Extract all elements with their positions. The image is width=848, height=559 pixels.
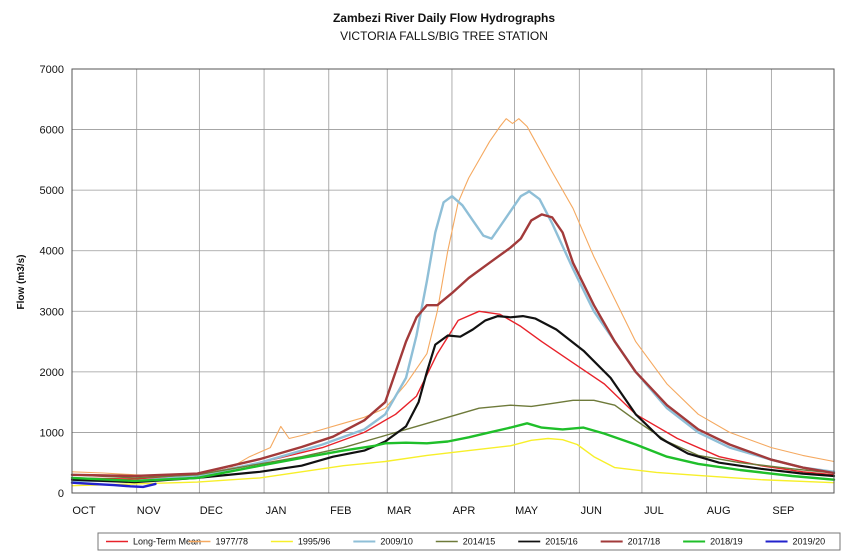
series-line-long-term-mean [71, 310, 835, 480]
y-tick-label: 1000 [40, 427, 64, 439]
series-line-2014-15 [71, 399, 835, 479]
x-tick-label: MAY [515, 505, 539, 517]
plot-frame [71, 68, 835, 494]
series-line-2018-19 [70, 422, 836, 483]
x-tick-label: JUN [581, 505, 602, 517]
y-tick-label: 6000 [40, 125, 64, 137]
y-tick-label: 0 [58, 488, 64, 500]
legend-label-1995-96: 1995/96 [298, 537, 331, 547]
x-tick-label: SEP [772, 505, 794, 517]
series-line-1977-78 [71, 118, 835, 477]
legend-label-long-term-mean: Long-Term Mean [133, 537, 201, 547]
x-tick-label: APR [453, 505, 476, 517]
series-line-2019-20 [70, 481, 157, 489]
x-tick-label: DEC [200, 505, 223, 517]
chart-title: Zambezi River Daily Flow Hydrographs [333, 11, 555, 25]
x-tick-label: JUL [644, 505, 664, 517]
series-lines [70, 118, 836, 489]
y-tick-label: 2000 [40, 367, 64, 379]
legend-label-2014-15: 2014/15 [463, 537, 496, 547]
y-tick-label: 3000 [40, 306, 64, 318]
legend-box [97, 532, 841, 551]
x-tick-label: OCT [72, 505, 96, 517]
y-tick-label: 4000 [40, 246, 64, 258]
y-tick-label: 7000 [40, 64, 64, 76]
y-axis-ticks: 0 1000 2000 3000 4000 5000 6000 7000 [40, 64, 64, 500]
x-tick-label: MAR [387, 505, 412, 517]
x-tick-label: AUG [707, 505, 731, 517]
legend: Long-Term Mean 1977/78 1995/96 2009/10 2014/… [97, 532, 841, 551]
legend-label-2019-20: 2019/20 [793, 537, 826, 547]
x-tick-label: FEB [330, 505, 351, 517]
series-line-1995-96 [71, 437, 835, 487]
legend-label-2018-19: 2018/19 [710, 537, 743, 547]
legend-label-2009-10: 2009/10 [380, 537, 413, 547]
x-axis-ticks: OCT NOV DEC JAN FEB MAR APR MAY JUN JUL AUG SEP [72, 505, 794, 517]
legend-label-2017-18: 2017/18 [628, 537, 661, 547]
series-line-2017-18 [70, 213, 836, 478]
y-axis-label: Flow (m3/s) [16, 254, 27, 309]
legend-label-1977-78: 1977/78 [215, 537, 248, 547]
chart-subtitle: VICTORIA FALLS/BIG TREE STATION [340, 29, 548, 43]
legend-label-2015-16: 2015/16 [545, 537, 578, 547]
series-line-2009-10 [70, 190, 836, 483]
x-tick-label: NOV [137, 505, 162, 517]
series-line-2015-16 [70, 315, 836, 484]
grid-lines [71, 68, 834, 494]
x-tick-label: JAN [266, 505, 287, 517]
y-tick-label: 5000 [40, 185, 64, 197]
